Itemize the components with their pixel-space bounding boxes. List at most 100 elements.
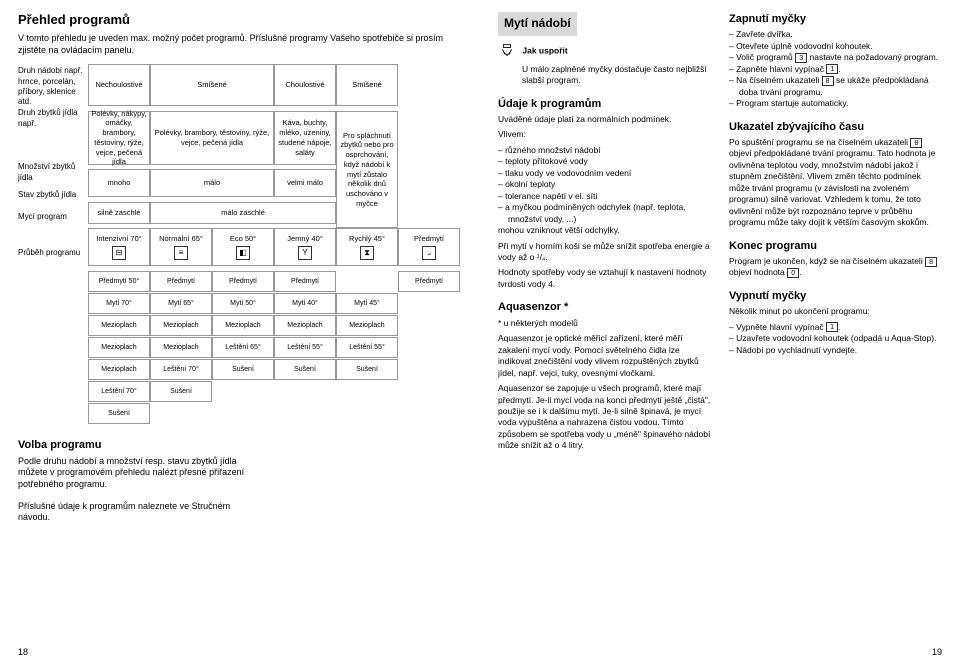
flow-box: Mezioplach (150, 337, 212, 358)
ukaz-heading: Ukazatel zbývajícího času (729, 120, 942, 134)
volba-p1: Podle druhu nádobí a množství resp. stav… (18, 456, 248, 491)
page-number-right: 19 (932, 647, 942, 659)
key-icon: 1 (826, 64, 838, 74)
flow-box: Mezioplach (150, 315, 212, 336)
st-empty (398, 202, 460, 224)
flow-box: Mezioplach (88, 359, 150, 380)
prewash-icon: ⟓ (422, 246, 436, 260)
key-icon: 0 (787, 268, 799, 278)
label-myci: Mycí program (18, 210, 88, 248)
dishes-icon: ≡ (174, 246, 188, 260)
list-item: Program startuje automaticky. (739, 98, 942, 109)
head-3: Choulostivé (274, 64, 336, 106)
zap-list: Zavřete dvířka. Otevřete úplně vodovodní… (729, 29, 942, 109)
udaje-list: různého množství nádobí teploty přítokov… (498, 145, 711, 225)
flow-box: Leštění 70° (88, 381, 150, 402)
dz-2: Polévky, brambory, těstoviny, rýže, vejc… (150, 111, 274, 165)
flow-box: Mezioplach (336, 315, 398, 336)
mp-4: Jemný 40° Y (274, 228, 336, 266)
jak-row: Jak uspořit (498, 42, 711, 60)
flow-box: Předmytí (274, 271, 336, 292)
flow-box: Leštění 70° (150, 359, 212, 380)
aqua-sub: * u některých modelů (498, 318, 711, 329)
flow-c5: Mytí 45° Mezioplach Leštění 55° Sušení (336, 271, 398, 429)
right-page: Mytí nádobí Jak uspořit U málo zaplněné … (480, 0, 960, 667)
flow-box: Mytí 50° (212, 293, 274, 314)
glass-icon: Y (298, 246, 312, 260)
right-col-2: Zapnutí myčky Zavřete dvířka. Otevřete ú… (729, 12, 942, 456)
flow-box: Mytí 45° (336, 293, 398, 314)
flow-box: Mezioplach (88, 337, 150, 358)
flow-box: Mytí 40° (274, 293, 336, 314)
flow-c1: Předmytí 50° Mytí 70° Mezioplach Meziopl… (88, 271, 150, 429)
flow-box: Sušení (336, 359, 398, 380)
head-1: Nechoulostivé (88, 64, 150, 106)
label-mnozstvi: Množství zbytků jídla (18, 160, 88, 188)
flow-box: Mezioplach (212, 315, 274, 336)
flow-c6: Předmytí (398, 271, 460, 429)
dz-empty (398, 111, 460, 165)
mn-1: mnoho (88, 169, 150, 197)
dz-4: Pro spláchnutí zbytků nebo pro osprchová… (336, 111, 398, 229)
vyp-p: Několik minut po ukončení programu: (729, 306, 942, 317)
flow-c4: Předmytí Mytí 40° Mezioplach Leštění 55°… (274, 271, 336, 429)
key-icon: 8 (910, 138, 922, 148)
flow-spacer (336, 271, 398, 292)
mp-3: Eco 50°◧ (212, 228, 274, 266)
key-icon: 1 (826, 322, 838, 332)
jak-heading: Jak uspořit (522, 45, 567, 55)
shower-icon (498, 42, 516, 60)
pot-icon: ⊟ (112, 246, 126, 260)
flow-box: Mytí 70° (88, 293, 150, 314)
flow-box: Sušení (274, 359, 336, 380)
udaje-heading: Údaje k programům (498, 97, 711, 111)
list-item: Nádobí po vychladnutí vyndejte. (739, 345, 942, 356)
head-empty (398, 64, 460, 106)
flow-box: Předmytí 50° (88, 271, 150, 292)
volba-p2: Příslušné údaje k programům naleznete ve… (18, 501, 248, 524)
volba-heading: Volba programu (18, 438, 462, 452)
list-item: Uzavřete vodovodní kohoutek (odpadá u Aq… (739, 333, 942, 344)
aqua-p1: Aquasenzor je optické měřicí zařízení, k… (498, 333, 711, 379)
aqua-heading: Aquasenzor * (498, 300, 711, 314)
mp-5: Rychlý 45°⧗ (336, 228, 398, 266)
udaje-p3: mohou vzniknout větší odchylky. (498, 225, 711, 236)
flow-box: Předmytí (398, 271, 460, 292)
list-item: Na číselném ukazateli 8 se ukáže předpok… (739, 75, 942, 98)
st-2: málo zaschlé (150, 202, 336, 224)
flow-box: Předmytí (150, 271, 212, 292)
mp-1: Intenzivní 70°⊟ (88, 228, 150, 266)
flow-box: Leštění 55° (274, 337, 336, 358)
program-table: Druh nádobí např. hrnce, porcelán, příbo… (18, 64, 462, 428)
list-item: Vypněte hlavní vypínač 1. (739, 322, 942, 333)
flow-c3: Předmytí Mytí 50° Mezioplach Leštění 65°… (212, 271, 274, 429)
mn-3: velmi málo (274, 169, 336, 197)
flow-box: Mytí 65° (150, 293, 212, 314)
ukaz-p: Po spuštění programu se na číselném ukaz… (729, 137, 942, 229)
aqua-p2: Aquasenzor se zapojuje u všech programů,… (498, 383, 711, 452)
list-item: teploty přítokové vody (508, 156, 711, 167)
grid: Nechoulostivé Smíšené Choulostivé Smíšen… (88, 64, 460, 428)
mp-4-label: Jemný 40° (287, 234, 323, 244)
zap-heading: Zapnutí myčky (729, 12, 942, 26)
flow-c2: Předmytí Mytí 65° Mezioplach Mezioplach … (150, 271, 212, 429)
st-1: silně zaschlé (88, 202, 150, 224)
mn-2: málo (150, 169, 274, 197)
mp-6: Předmytí⟓ (398, 228, 460, 266)
jak-p: U málo zaplněné myčky dostačuje často ne… (498, 64, 711, 87)
list-item: Volič programů 3 nastavte na požadovaný … (739, 52, 942, 63)
page-number-left: 18 (18, 647, 28, 659)
konec-heading: Konec programu (729, 239, 942, 253)
list-item: Zavřete dvířka. (739, 29, 942, 40)
udaje-p5: Hodnoty spotřeby vody se vztahují k nast… (498, 267, 711, 290)
flow-box: Leštění 55° (336, 337, 398, 358)
flow-box: Mezioplach (88, 315, 150, 336)
dz-1: Polévky, nákypy, omáčky, brambory, těsto… (88, 111, 150, 165)
head-4: Smíšené (336, 64, 398, 106)
flow-box: Sušení (212, 359, 274, 380)
key-icon: 3 (795, 53, 807, 63)
mp-5-label: Rychlý 45° (349, 234, 385, 244)
eco-icon: ◧ (236, 246, 250, 260)
vyp-list: Vypněte hlavní vypínač 1. Uzavřete vodov… (729, 322, 942, 356)
left-page: Přehled programů V tomto přehledu je uve… (0, 0, 480, 667)
